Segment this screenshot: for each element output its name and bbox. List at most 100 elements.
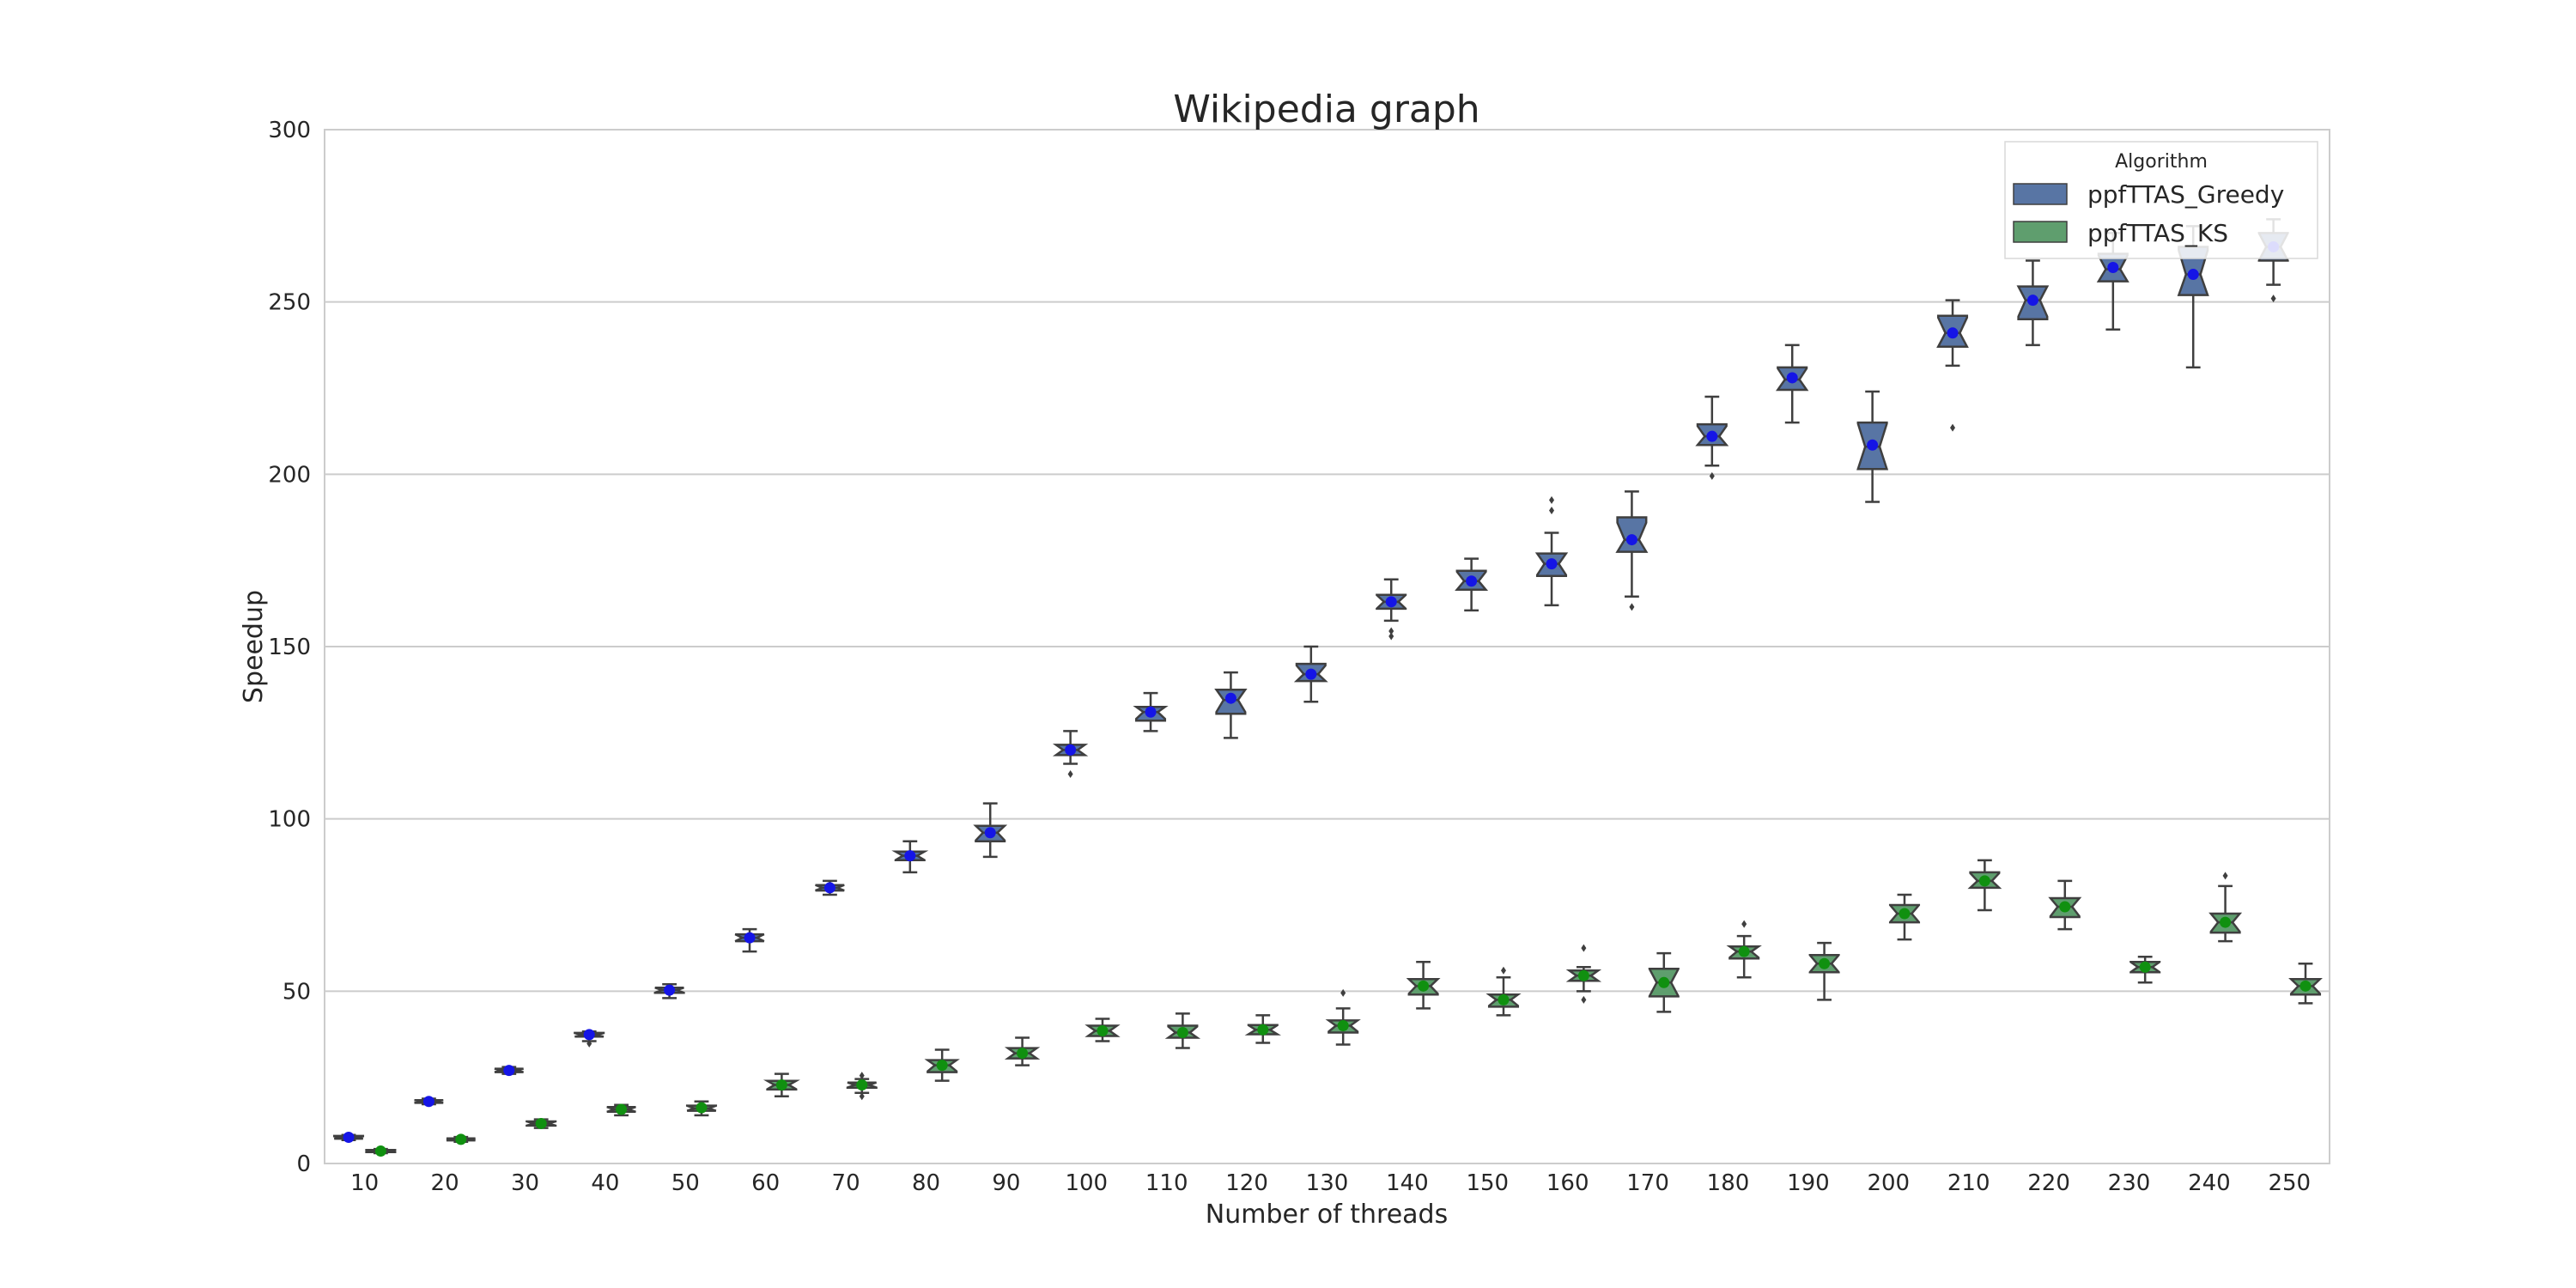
x-tick-label-230: 230 <box>2108 1170 2151 1196</box>
box-ppfTTAS_Greedy-150 <box>1455 557 1489 612</box>
x-tick-label-20: 20 <box>431 1170 459 1196</box>
y-tick-label-200: 200 <box>268 462 311 488</box>
box-ppfTTAS_KS-100 <box>1084 1018 1121 1042</box>
box-ppfTTAS_KS-230 <box>2129 955 2161 984</box>
box-ppfTTAS_Greedy-110 <box>1133 691 1169 732</box>
y-tick-label-0: 0 <box>296 1151 311 1177</box>
outlier-marker <box>1067 769 1073 778</box>
mean-marker <box>1978 875 1990 887</box>
mean-marker <box>1065 744 1077 756</box>
x-tick-label-120: 120 <box>1225 1170 1268 1196</box>
box-ppfTTAS_KS-90 <box>1004 1036 1041 1066</box>
box-ppfTTAS_KS-40 <box>606 1103 636 1117</box>
x-tick-label-100: 100 <box>1065 1170 1108 1196</box>
box-ppfTTAS_KS-220 <box>2048 879 2082 931</box>
box-ppfTTAS_KS-70 <box>846 1072 878 1101</box>
x-axis-label: Number of threads <box>1206 1200 1448 1230</box>
y-axis-ticks: 0 50 100 150 200 250 300 <box>268 118 311 1177</box>
mean-marker <box>1867 439 1879 451</box>
y-axis-label: Speedup <box>239 590 269 703</box>
mean-marker <box>374 1145 386 1157</box>
mean-marker <box>823 882 835 894</box>
mean-marker <box>1176 1026 1188 1038</box>
legend-swatch-greedy <box>2013 183 2068 205</box>
outlier-marker <box>1500 966 1506 975</box>
outlier-marker <box>1741 920 1747 928</box>
mean-marker <box>775 1078 787 1091</box>
x-tick-label-220: 220 <box>2027 1170 2070 1196</box>
x-tick-label-30: 30 <box>511 1170 539 1196</box>
box-ppfTTAS_Greedy-20 <box>414 1096 444 1108</box>
x-tick-label-70: 70 <box>832 1170 860 1196</box>
box-ppfTTAS_KS-200 <box>1888 893 1921 941</box>
mean-marker <box>1017 1048 1029 1060</box>
x-tick-label-150: 150 <box>1466 1170 1509 1196</box>
mean-marker <box>904 850 916 862</box>
mean-marker <box>1145 706 1157 718</box>
x-tick-label-170: 170 <box>1626 1170 1669 1196</box>
box-ppfTTAS_KS-20 <box>446 1133 476 1145</box>
x-tick-label-40: 40 <box>591 1170 619 1196</box>
mean-marker <box>856 1078 868 1091</box>
mean-marker <box>2139 961 2151 973</box>
mean-marker <box>1097 1024 1109 1036</box>
box-ppfTTAS_KS-140 <box>1406 960 1441 1010</box>
x-axis-ticks: 10 20 30 40 50 60 70 80 90 100 110 120 130 140 150 160 1… <box>350 1170 2311 1196</box>
box-ppfTTAS_Greedy-90 <box>973 802 1008 859</box>
box-ppfTTAS_Greedy-10 <box>332 1131 365 1143</box>
mean-marker <box>1224 692 1236 704</box>
mean-marker <box>503 1065 515 1077</box>
outlier-marker <box>1709 471 1715 480</box>
mean-marker <box>744 932 756 944</box>
y-tick-label-100: 100 <box>268 807 311 833</box>
x-tick-label-130: 130 <box>1306 1170 1349 1196</box>
outlier-marker <box>1950 423 1956 432</box>
mean-marker <box>1385 596 1397 608</box>
mean-marker <box>1819 957 1831 969</box>
box-ppfTTAS_Greedy-190 <box>1775 343 1809 424</box>
y-tick-label-150: 150 <box>268 635 311 660</box>
mean-marker <box>2107 262 2119 274</box>
box-ppfTTAS_Greedy-160 <box>1534 495 1569 607</box>
box-ppfTTAS_KS-210 <box>1967 859 2002 912</box>
y-tick-label-250: 250 <box>268 290 311 316</box>
box-ppfTTAS_Greedy-50 <box>653 983 685 999</box>
outlier-marker <box>859 1092 865 1101</box>
x-tick-label-10: 10 <box>350 1170 379 1196</box>
legend-label-greedy: ppfTTAS_Greedy <box>2087 180 2284 209</box>
box-ppfTTAS_Greedy-220 <box>2016 259 2050 347</box>
chart-title: Wikipedia graph <box>1173 88 1479 131</box>
box-ppfTTAS_Greedy-210 <box>1936 299 1969 432</box>
outlier-marker <box>1629 603 1635 611</box>
mean-marker <box>2187 269 2199 281</box>
y-tick-label-50: 50 <box>283 979 311 1005</box>
mean-marker <box>2300 980 2312 992</box>
box-ppfTTAS_KS-30 <box>526 1117 557 1129</box>
box-ppfTTAS_Greedy-120 <box>1214 671 1248 739</box>
box-ppfTTAS_KS-250 <box>2288 962 2323 1005</box>
box-ppfTTAS_KS-60 <box>762 1072 800 1097</box>
mean-marker <box>2220 916 2232 928</box>
x-tick-label-110: 110 <box>1145 1170 1188 1196</box>
x-tick-label-80: 80 <box>912 1170 940 1196</box>
mean-marker <box>616 1103 628 1115</box>
box-ppfTTAS_Greedy-200 <box>1856 390 1889 503</box>
mean-marker <box>1738 945 1750 957</box>
mean-marker <box>1706 430 1718 442</box>
box-ppfTTAS_KS-240 <box>2208 872 2243 943</box>
box-ppfTTAS_KS-180 <box>1726 920 1762 979</box>
box-ppfTTAS_Greedy-40 <box>574 1029 605 1048</box>
plot-frame <box>324 129 2330 1164</box>
legend-swatch-ks <box>2013 221 2068 243</box>
box-ppfTTAS_Greedy-30 <box>494 1065 524 1077</box>
box-ppfTTAS_KS-190 <box>1808 941 1840 1001</box>
x-tick-label-90: 90 <box>992 1170 1020 1196</box>
x-tick-label-60: 60 <box>751 1170 780 1196</box>
box-ppfTTAS_Greedy-60 <box>734 927 765 953</box>
box-ppfTTAS_Greedy-100 <box>1052 730 1089 778</box>
box-ppfTTAS_Greedy-180 <box>1695 395 1729 480</box>
mean-marker <box>696 1102 708 1114</box>
outlier-marker <box>1549 506 1555 514</box>
mean-marker <box>455 1133 467 1145</box>
box-ppfTTAS_KS-160 <box>1565 944 1602 1004</box>
